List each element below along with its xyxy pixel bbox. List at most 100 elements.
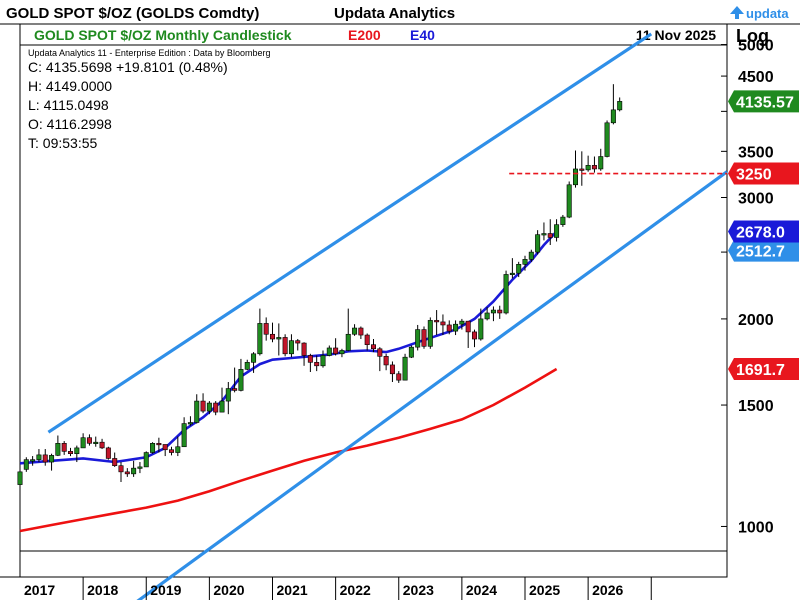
x-tick-label: 2020 bbox=[213, 582, 244, 598]
x-tick-label: 2026 bbox=[592, 582, 623, 598]
scale-label: Log bbox=[736, 26, 769, 46]
e200-line bbox=[19, 367, 558, 533]
candle-body bbox=[591, 165, 597, 170]
candle-body bbox=[137, 466, 143, 469]
candle-body bbox=[49, 455, 55, 463]
candle-body bbox=[232, 388, 238, 391]
candle-body bbox=[560, 216, 566, 225]
candle-body bbox=[566, 184, 572, 218]
info-high: H: 4149.0000 bbox=[28, 78, 112, 94]
channel-price-tag-box bbox=[728, 239, 799, 262]
candle-body bbox=[396, 373, 402, 381]
channel-price-tag-label: 2512.7 bbox=[736, 244, 785, 261]
legend-e40: E40 bbox=[410, 27, 435, 43]
y-tick-label: 3000 bbox=[738, 190, 774, 207]
y-tick-label: 3500 bbox=[738, 144, 774, 161]
candle-body bbox=[509, 272, 515, 275]
e40-price-tag-box bbox=[728, 220, 799, 243]
candle-body bbox=[345, 333, 351, 351]
candle-body bbox=[333, 347, 339, 355]
candle-body bbox=[42, 454, 48, 463]
candle-body bbox=[497, 309, 503, 314]
y-tick-marks bbox=[721, 44, 727, 527]
candle-body bbox=[440, 321, 446, 326]
candle-body bbox=[93, 441, 99, 444]
candle-body bbox=[288, 340, 294, 355]
candle-body bbox=[131, 467, 137, 475]
info-open: O: 4116.2998 bbox=[28, 116, 112, 132]
candle-body bbox=[339, 350, 345, 355]
candle-body bbox=[389, 364, 395, 375]
candle-body bbox=[459, 320, 465, 325]
candle-body bbox=[541, 233, 547, 236]
y-tick-label: 4500 bbox=[738, 69, 774, 86]
last-price-tag-box bbox=[728, 90, 799, 113]
app-title: Updata Analytics bbox=[334, 5, 455, 22]
candle-body bbox=[156, 443, 162, 446]
candle-body bbox=[453, 323, 459, 332]
trend-channel bbox=[47, 32, 728, 600]
candle-body bbox=[194, 400, 200, 423]
level-price-tag: 3250 bbox=[728, 162, 799, 185]
y-axis: 1000 1500 2000 3000 3500 4500 5000 bbox=[738, 38, 774, 537]
candle-body bbox=[61, 443, 67, 452]
chart-date: 11 Nov 2025 bbox=[636, 27, 716, 43]
x-tick-label: 2022 bbox=[340, 582, 371, 598]
candle-body bbox=[269, 333, 275, 340]
candle-body bbox=[251, 353, 257, 363]
e200-price-tag-label: 1691.7 bbox=[736, 362, 785, 379]
level-price-tag-box bbox=[728, 162, 799, 185]
updata-logo-text: updata bbox=[746, 6, 789, 21]
candle-body bbox=[434, 320, 440, 323]
candle-body bbox=[402, 356, 408, 381]
x-tick-label: 2025 bbox=[529, 582, 560, 598]
candle-body bbox=[80, 437, 86, 449]
candle-body bbox=[206, 402, 212, 412]
updata-logo-icon bbox=[730, 6, 744, 19]
e200-price-tag-box bbox=[728, 358, 799, 381]
candle-body bbox=[364, 334, 370, 345]
y-tick-label: 2000 bbox=[738, 312, 774, 329]
candle-body bbox=[99, 441, 105, 449]
candle-body bbox=[124, 471, 130, 475]
candle-body bbox=[307, 355, 313, 363]
candle-body bbox=[370, 344, 376, 350]
candle-body bbox=[86, 437, 92, 444]
candle-body bbox=[30, 459, 36, 462]
x-tick-label: 2019 bbox=[150, 582, 181, 598]
candle-body bbox=[484, 312, 490, 320]
y-tick-label: 1500 bbox=[738, 398, 774, 415]
candle-body bbox=[257, 323, 263, 355]
candle-body bbox=[535, 234, 541, 253]
candle-body bbox=[68, 451, 74, 455]
info-low: L: 4115.0498 bbox=[28, 97, 109, 113]
x-tick-label: 2024 bbox=[466, 582, 497, 598]
candle-body bbox=[522, 259, 528, 265]
candle-body bbox=[326, 347, 332, 356]
candle-body bbox=[238, 369, 244, 391]
last-price-tag: 4135.57 bbox=[728, 90, 799, 113]
candle-body bbox=[478, 318, 484, 340]
candle-body bbox=[421, 329, 427, 347]
candle-body bbox=[244, 362, 250, 370]
candle-body bbox=[383, 356, 389, 366]
candle-body bbox=[187, 422, 193, 425]
candle-body bbox=[604, 122, 610, 157]
header-bar bbox=[0, 0, 800, 24]
candle-body bbox=[150, 443, 156, 453]
candle-body bbox=[276, 337, 282, 340]
candle-body bbox=[598, 156, 604, 170]
candle-body bbox=[471, 331, 477, 340]
candle-body bbox=[200, 400, 206, 412]
candle-body bbox=[427, 320, 433, 347]
candle-body bbox=[74, 447, 80, 455]
channel-upper-line bbox=[47, 32, 653, 434]
candle-body bbox=[579, 168, 585, 171]
x-tick-label: 2017 bbox=[24, 582, 55, 598]
candle-body bbox=[181, 423, 187, 448]
candle-body bbox=[547, 233, 553, 238]
candle-body bbox=[465, 320, 471, 333]
candle-body bbox=[219, 400, 225, 413]
